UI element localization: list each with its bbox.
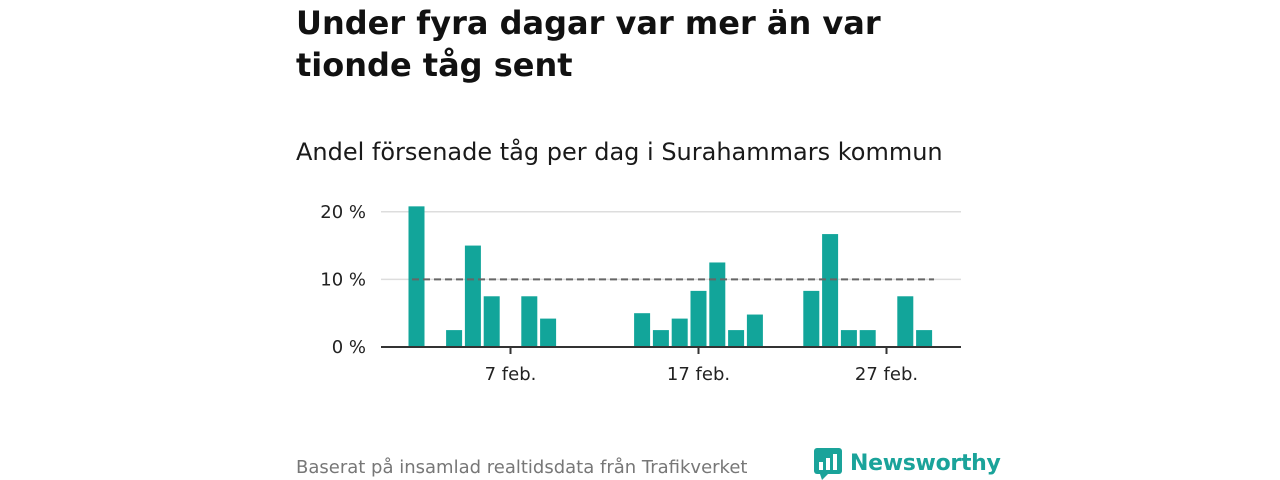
bar-19feb xyxy=(728,330,745,347)
chart-title: Under fyra dagar var mer än var tionde t… xyxy=(296,4,881,84)
bar-9feb xyxy=(540,318,557,347)
y-tick-label: 20 % xyxy=(320,202,366,223)
bar-14feb xyxy=(634,313,651,347)
y-tick-label: 10 % xyxy=(320,269,366,290)
bar-20feb xyxy=(746,314,763,347)
source-note: Baserat på insamlad realtidsdata från Tr… xyxy=(296,457,748,478)
chart-subtitle: Andel försenade tåg per dag i Surahammar… xyxy=(296,138,943,166)
bar-8feb xyxy=(521,296,538,347)
newsworthy-logo: Newsworthy xyxy=(814,446,1001,480)
x-tick-label: 27 feb. xyxy=(855,364,918,385)
y-tick-label: 0 % xyxy=(332,337,366,358)
bars xyxy=(408,206,933,347)
x-tick-label: 7 feb. xyxy=(485,364,537,385)
bar-15feb xyxy=(652,330,669,347)
bar-25feb xyxy=(840,330,857,347)
bar-4feb xyxy=(446,330,463,347)
newsworthy-logo-icon xyxy=(814,448,842,480)
bar-17feb xyxy=(690,290,707,347)
bar-23feb xyxy=(803,290,820,347)
tick-labels: 0 % 10 % 20 % 7 feb. 17 feb. 27 feb. xyxy=(320,202,918,385)
bar-26feb xyxy=(859,330,876,347)
bar-2feb xyxy=(408,206,425,347)
bar-24feb xyxy=(822,234,839,347)
logo-text: Newsworthy xyxy=(850,450,1001,476)
bar-18feb xyxy=(709,262,726,347)
bar-16feb xyxy=(671,318,688,347)
bar-29feb xyxy=(916,330,933,347)
axes xyxy=(381,346,961,354)
bar-5feb xyxy=(464,245,481,347)
x-tick-label: 17 feb. xyxy=(667,364,730,385)
bar-6feb xyxy=(483,296,500,347)
bar-28feb xyxy=(897,296,914,347)
